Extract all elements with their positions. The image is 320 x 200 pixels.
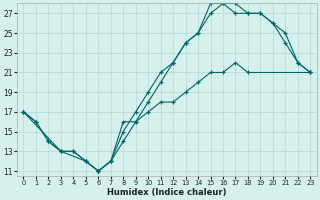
X-axis label: Humidex (Indice chaleur): Humidex (Indice chaleur) [107,188,227,197]
